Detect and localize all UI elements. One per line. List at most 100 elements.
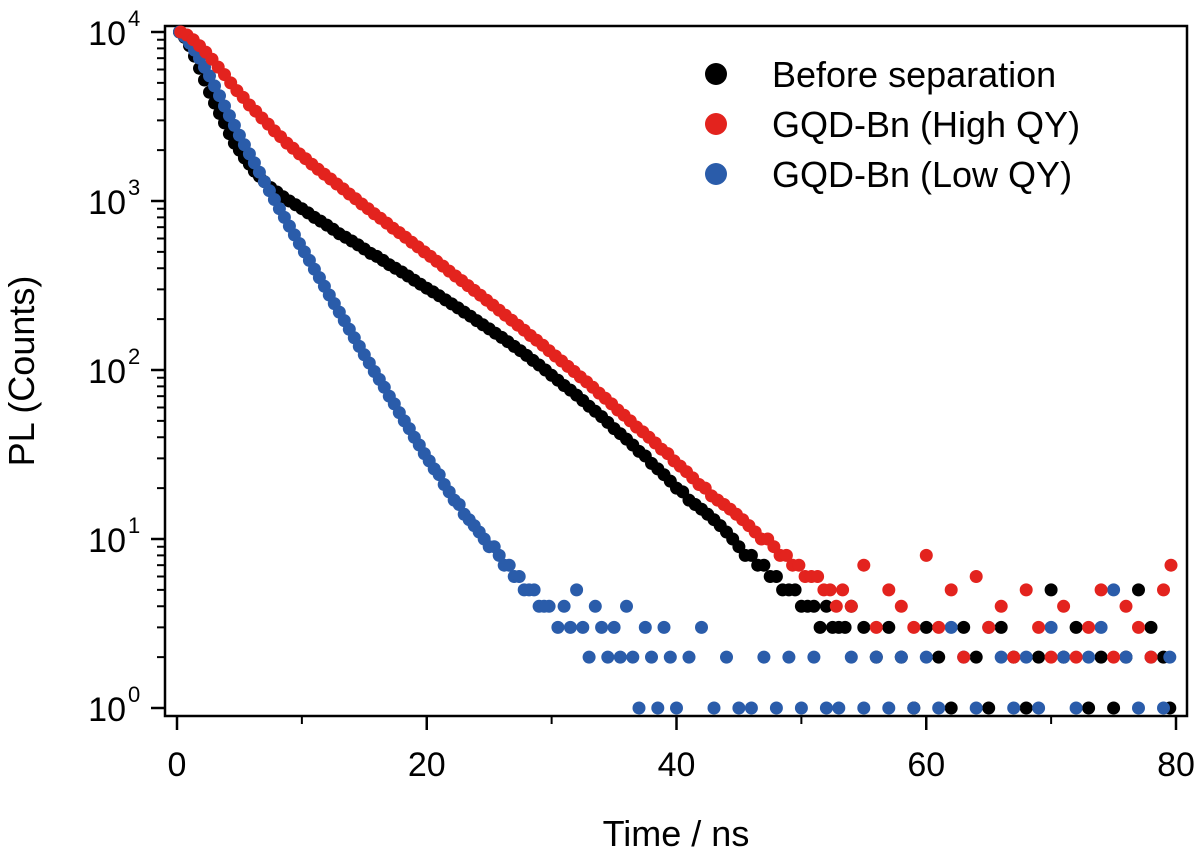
- x-tick-label: 40: [658, 746, 696, 784]
- data-point: [829, 599, 843, 613]
- data-point: [944, 583, 958, 597]
- data-point: [782, 650, 796, 664]
- y-tick-label: 10: [88, 691, 126, 729]
- data-point: [907, 620, 921, 634]
- data-point: [807, 599, 821, 613]
- data-point: [1119, 650, 1133, 664]
- data-point: [626, 650, 640, 664]
- data-point: [779, 548, 793, 562]
- y-tick-label: 10: [88, 522, 126, 560]
- data-point: [620, 599, 633, 613]
- data-point: [969, 650, 983, 664]
- data-point: [836, 583, 850, 597]
- data-point: [1044, 583, 1058, 597]
- data-point: [452, 498, 466, 511]
- data-point: [769, 701, 783, 715]
- y-tick-exponent: 3: [128, 175, 140, 200]
- data-point: [969, 570, 983, 583]
- data-point: [1057, 650, 1071, 664]
- data-point: [819, 701, 833, 715]
- data-point: [588, 599, 602, 613]
- data-point: [857, 558, 871, 572]
- data-point: [769, 570, 783, 583]
- data-point: [882, 583, 896, 597]
- data-point: [227, 118, 241, 132]
- data-point: [1032, 650, 1046, 664]
- data-point: [1082, 650, 1096, 664]
- data-point: [813, 620, 827, 634]
- data-point: [651, 701, 665, 715]
- data-point: [857, 701, 871, 715]
- data-point: [1107, 650, 1121, 664]
- data-point: [794, 701, 808, 715]
- data-point: [208, 79, 221, 93]
- y-tick-exponent: 1: [128, 513, 140, 538]
- data-point: [869, 650, 883, 664]
- data-point: [1094, 620, 1108, 634]
- data-point: [882, 701, 896, 715]
- data-point: [869, 620, 883, 634]
- data-point: [919, 650, 933, 664]
- data-point: [957, 620, 971, 634]
- data-point: [832, 701, 846, 715]
- data-point: [1107, 701, 1121, 715]
- legend-marker-before-separation: [705, 63, 727, 85]
- data-point: [982, 620, 996, 634]
- data-point: [1119, 599, 1133, 613]
- data-point: [720, 650, 733, 664]
- data-point: [819, 599, 833, 613]
- data-point: [1144, 650, 1158, 664]
- data-point: [613, 650, 627, 664]
- data-point: [932, 620, 946, 634]
- data-point: [1057, 599, 1071, 613]
- y-tick-exponent: 0: [128, 682, 140, 707]
- data-point: [582, 650, 596, 664]
- x-tick-label: 60: [907, 746, 945, 784]
- data-point: [1044, 650, 1058, 664]
- data-point: [807, 650, 821, 664]
- data-point: [670, 701, 683, 715]
- data-point: [907, 701, 921, 715]
- y-tick-exponent: 2: [128, 344, 140, 369]
- data-point: [1019, 583, 1033, 597]
- data-point: [218, 99, 231, 113]
- data-point: [563, 620, 577, 634]
- data-point: [492, 548, 506, 562]
- data-point: [570, 583, 584, 597]
- series-1: [174, 25, 1178, 664]
- data-point: [1032, 620, 1046, 634]
- legend-label-before-separation: Before separation: [772, 54, 1056, 95]
- data-point: [502, 558, 516, 572]
- legend-label-low-qy: GQD-Bn (Low QY): [772, 154, 1072, 195]
- data-point: [944, 701, 958, 715]
- data-point: [982, 701, 996, 715]
- data-point: [894, 599, 908, 613]
- data-point: [792, 558, 806, 572]
- data-point: [994, 599, 1008, 613]
- data-point: [1132, 701, 1145, 715]
- data-point: [512, 570, 526, 583]
- data-point: [527, 583, 541, 597]
- data-point: [576, 620, 590, 634]
- y-tick-label: 10: [88, 353, 126, 391]
- x-tick-label: 80: [1157, 746, 1195, 784]
- data-point: [638, 620, 652, 634]
- data-point: [232, 128, 246, 142]
- data-point: [744, 701, 758, 715]
- data-point: [1082, 701, 1096, 715]
- data-point: [919, 620, 933, 634]
- data-point: [882, 620, 896, 634]
- data-point: [994, 650, 1008, 664]
- data-point: [1144, 620, 1158, 634]
- data-point: [695, 620, 708, 634]
- data-point: [213, 89, 226, 103]
- data-point: [788, 583, 802, 597]
- data-point: [1069, 701, 1083, 715]
- legend-label-high-qy: GQD-Bn (High QY): [772, 104, 1080, 145]
- x-tick-label: 0: [168, 746, 187, 784]
- data-point: [542, 599, 556, 613]
- data-point: [1069, 650, 1083, 664]
- data-point: [1069, 620, 1083, 634]
- data-points: [173, 25, 1178, 715]
